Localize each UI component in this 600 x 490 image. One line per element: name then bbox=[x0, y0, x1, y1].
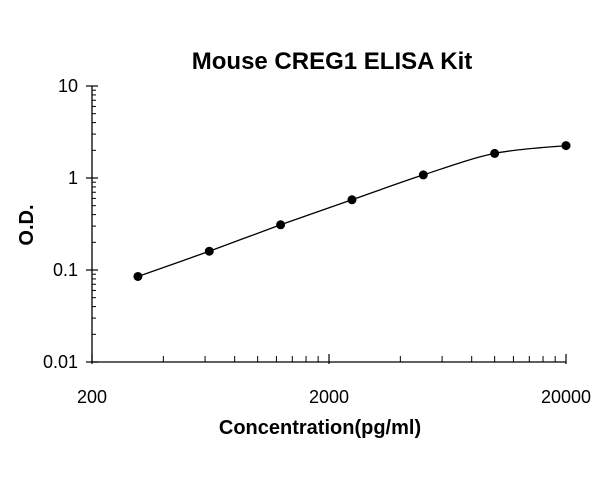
chart-title: Mouse CREG1 ELISA Kit bbox=[192, 48, 472, 75]
x-axis-title: Concentration(pg/ml) bbox=[219, 417, 421, 439]
y-tick-label: 0.01 bbox=[43, 352, 78, 372]
fit-curve-layer bbox=[137, 144, 567, 278]
data-point bbox=[490, 148, 500, 158]
data-point bbox=[418, 170, 428, 180]
data-point bbox=[347, 195, 357, 205]
data-point bbox=[204, 246, 214, 256]
data-points-layer bbox=[133, 141, 571, 281]
y-tick-label: 10 bbox=[58, 76, 78, 96]
data-point bbox=[561, 141, 571, 151]
x-tick-label: 2000 bbox=[309, 387, 349, 407]
x-tick-label: 20000 bbox=[541, 387, 591, 407]
y-tick-label: 0.1 bbox=[53, 260, 78, 280]
data-point bbox=[276, 220, 286, 230]
y-axis-title: O.D. bbox=[16, 204, 38, 245]
fit-curve bbox=[137, 144, 567, 278]
data-point bbox=[133, 271, 143, 281]
axes: 0.01 0.1 1 10 200 2000 20000 bbox=[43, 76, 591, 407]
y-tick-label: 1 bbox=[68, 168, 78, 188]
x-tick-label: 200 bbox=[77, 387, 107, 407]
